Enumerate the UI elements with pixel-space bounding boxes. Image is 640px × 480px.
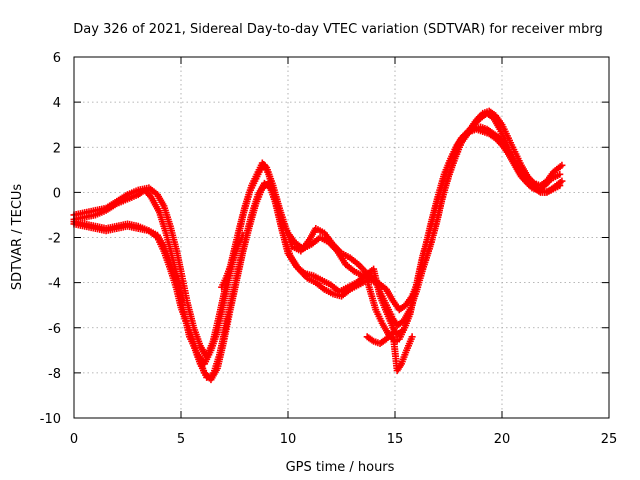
data-point <box>239 231 247 239</box>
data-point-interp <box>261 162 269 170</box>
series-fragment-b <box>218 231 247 291</box>
y-tick-label: 0 <box>53 186 61 201</box>
chart-title: Day 326 of 2021, Sidereal Day-to-day VTE… <box>73 22 602 37</box>
y-tick-label: -6 <box>48 322 61 337</box>
grid-lines <box>74 57 609 418</box>
data-point <box>408 333 416 341</box>
y-tick-label: 4 <box>53 96 61 111</box>
plot-frame <box>73 56 610 419</box>
x-tick-label: 5 <box>177 432 185 447</box>
series-fragment-a <box>363 328 416 375</box>
x-tick-label: 20 <box>494 432 511 447</box>
data-point <box>556 170 564 178</box>
x-tick-label: 15 <box>387 432 404 447</box>
data-point <box>558 177 566 185</box>
y-tick-label: 6 <box>53 51 61 66</box>
x-tick-label: 10 <box>280 432 297 447</box>
y-tick-label: 2 <box>53 141 61 156</box>
series-track-4 <box>70 125 566 381</box>
data-series <box>70 107 566 384</box>
x-tick-label: 25 <box>601 432 618 447</box>
y-tick-label: -10 <box>40 412 61 427</box>
x-tick-label: 0 <box>70 432 78 447</box>
y-tick-label: -8 <box>48 367 61 382</box>
y-axis-tick-labels: -10 -8 -6 -4 -2 0 2 4 6 <box>40 51 61 427</box>
data-point <box>558 161 566 169</box>
y-tick-label: -4 <box>48 277 61 292</box>
y-tick-label: -2 <box>48 232 61 247</box>
y-axis-label: SDTVAR / TECUs <box>10 184 25 291</box>
x-axis-label: GPS time / hours <box>286 460 395 475</box>
x-axis-tick-labels: 0 5 10 15 20 25 <box>70 432 617 447</box>
